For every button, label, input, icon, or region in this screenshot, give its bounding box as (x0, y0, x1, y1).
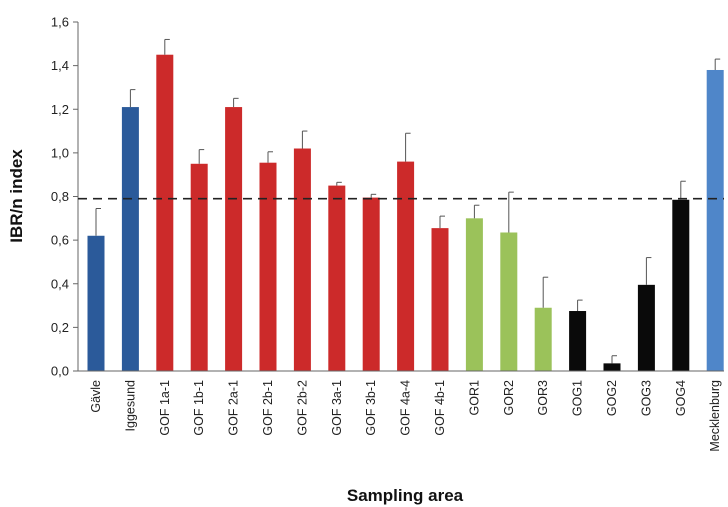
y-tick-label: 0,6 (51, 233, 69, 248)
x-category-label: GOF 2a-1 (227, 380, 241, 436)
bar (156, 54, 174, 371)
x-category-label: GOF 2b-1 (261, 380, 275, 436)
x-axis-category-labels: Gävle Iggesund GOF 1a-1 GOF 1b-1 GOF 2a-1 GOF… (89, 380, 722, 452)
bar (121, 107, 139, 371)
y-axis-title: IBR/n index (7, 149, 26, 243)
y-tick-label: 1,0 (51, 145, 69, 160)
y-tick-label: 1,2 (51, 102, 69, 117)
bar (362, 197, 380, 371)
x-category-label: GOG1 (571, 380, 585, 416)
x-category-label: Mecklenburg (708, 380, 722, 452)
bar (637, 284, 655, 371)
x-category-label: GOG4 (674, 380, 688, 416)
x-category-label: GOR3 (536, 380, 550, 415)
x-category-label: GOF 3b-1 (364, 380, 378, 436)
bar (397, 161, 415, 371)
x-category-label: GOF 4a-4 (399, 380, 413, 436)
x-axis-title: Sampling area (347, 486, 464, 505)
y-tick-label: 1,6 (51, 15, 69, 30)
y-tick-label: 0,8 (51, 189, 69, 204)
bar (328, 185, 346, 371)
x-category-label: GOG3 (639, 380, 653, 416)
x-category-label: GOR1 (467, 380, 481, 415)
bar (225, 107, 243, 371)
x-category-label: GOG2 (605, 380, 619, 416)
y-tick-label: 0,2 (51, 320, 69, 335)
x-category-label: GOF 1a-1 (158, 380, 172, 436)
bar (87, 235, 105, 371)
bar (465, 218, 483, 371)
error-bars (95, 38, 721, 364)
x-category-label: Iggesund (123, 380, 137, 431)
bar (431, 228, 449, 371)
bars (87, 54, 724, 372)
bar (569, 311, 587, 371)
x-category-label: GOF 4b-1 (433, 380, 447, 436)
bar (293, 148, 311, 371)
y-tick-label: 0,4 (51, 276, 69, 291)
y-axis-ticks: 0,0 0,2 0,4 0,6 0,8 1,0 1,2 1,4 1,6 (51, 15, 78, 379)
y-tick-label: 0,0 (51, 364, 69, 379)
bar (672, 199, 690, 371)
x-category-label: GOR2 (502, 380, 516, 415)
bar (190, 163, 208, 371)
bar (500, 232, 518, 371)
y-tick-label: 1,4 (51, 58, 69, 73)
x-category-label: GOF 1b-1 (192, 380, 206, 436)
x-category-label: GOF 3a-1 (330, 380, 344, 436)
bar (603, 363, 621, 371)
x-category-label: Gävle (89, 380, 103, 413)
bar (259, 162, 277, 371)
bar (706, 69, 724, 372)
x-category-label: GOF 2b-2 (295, 380, 309, 436)
bar (534, 307, 552, 371)
